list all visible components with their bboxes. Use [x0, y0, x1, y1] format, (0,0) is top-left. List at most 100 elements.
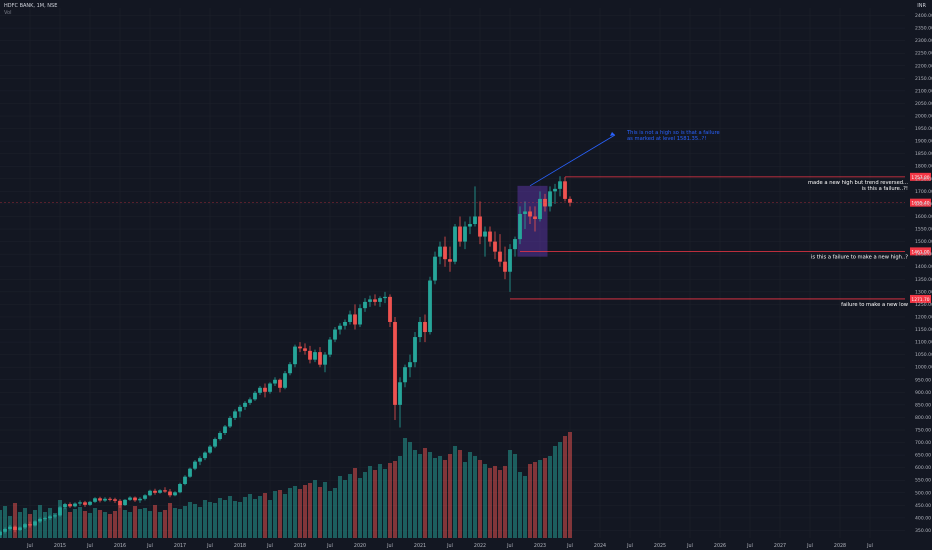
time-tick-label: Jul: [386, 543, 393, 549]
candle-body: [528, 211, 532, 217]
candle-body: [0, 531, 2, 536]
price-tick-label: 700.00: [915, 440, 931, 446]
level-annotation: made a new high but trend reversed...: [808, 180, 908, 186]
candle-body: [243, 402, 247, 407]
candle-body: [88, 501, 92, 505]
price-tick-label: 2200.00: [915, 63, 932, 69]
price-tick-label: 500.00: [915, 490, 931, 496]
volume-bar: [3, 506, 7, 538]
time-tick-label: Jul: [746, 543, 753, 549]
volume-bar: [413, 450, 417, 538]
volume-bar: [373, 470, 377, 538]
time-tick-label: 2024: [594, 543, 606, 549]
candle-body: [128, 497, 132, 500]
time-tick-label: Jul: [686, 543, 693, 549]
candle-body: [13, 526, 17, 530]
candle-body: [283, 373, 287, 388]
time-tick-label: 2021: [414, 543, 426, 549]
annotation-arrowhead: [610, 132, 615, 136]
candle-body: [508, 249, 512, 272]
volume-bar: [53, 513, 57, 538]
candle-body: [318, 352, 322, 365]
volume-bar: [443, 460, 447, 538]
candle-body: [198, 458, 202, 462]
volume-bar: [278, 490, 282, 538]
volume-bar: [113, 511, 117, 538]
candle-body: [303, 348, 307, 351]
level-price-tag-label: 1757.80: [911, 175, 929, 181]
volume-bar: [488, 468, 492, 538]
candle-body: [223, 426, 227, 434]
volume-bar: [338, 476, 342, 538]
volume-bar: [478, 460, 482, 538]
highlight-box: [517, 185, 548, 257]
price-tick-label: 2400.00: [915, 13, 932, 19]
volume-bar: [128, 512, 132, 538]
volume-bar: [158, 512, 162, 538]
candle-body: [98, 498, 102, 501]
candle-body: [193, 461, 197, 469]
volume-bar: [463, 462, 467, 538]
volume-bar: [323, 482, 327, 538]
volume-bar: [298, 489, 302, 538]
volume-bar: [303, 485, 307, 538]
price-tick-label: 550.00: [915, 478, 931, 484]
volume-bar: [98, 510, 102, 538]
candle-body: [368, 299, 372, 302]
candle-body: [328, 339, 332, 355]
time-tick-label: Jul: [506, 543, 513, 549]
price-tick-label: 2350.00: [915, 26, 932, 32]
candle-body: [438, 246, 442, 257]
volume-bar: [213, 503, 217, 538]
candle-body: [108, 498, 112, 500]
volume-bar: [423, 448, 427, 538]
candle-body: [493, 241, 497, 252]
annotation-text: This is not a high so is that a failure: [626, 130, 720, 136]
candle-body: [468, 224, 472, 227]
price-tick-label: 1700.00: [915, 189, 932, 195]
volume-bar: [78, 507, 82, 538]
volume-bar: [438, 456, 442, 538]
volume-bar: [403, 438, 407, 538]
time-tick-label: 2016: [114, 543, 126, 549]
volume-bar: [513, 454, 517, 538]
volume-bar: [198, 507, 202, 538]
candle-body: [3, 528, 7, 532]
price-tick-label: 800.00: [915, 415, 931, 421]
current-price-tag-label: 1655.40: [911, 201, 929, 207]
candle-body: [413, 337, 417, 363]
volume-bar: [418, 454, 422, 538]
volume-bar: [143, 508, 147, 538]
price-tick-label: 400.00: [915, 515, 931, 521]
volume-bar: [548, 456, 552, 538]
candle-body: [38, 518, 42, 522]
candle-body: [398, 382, 402, 405]
price-tick-label: 1400.00: [915, 264, 932, 270]
candle-body: [428, 280, 432, 333]
level-price-tag-label: 1461.00: [911, 249, 929, 255]
candle-body: [208, 446, 212, 453]
candle-body: [373, 299, 377, 302]
volume-bar: [123, 510, 127, 538]
volume-label: Vol: [4, 10, 12, 16]
candle-body: [363, 301, 367, 309]
candle-body: [178, 483, 182, 493]
level-price-tag: [910, 172, 931, 181]
candle-body: [153, 490, 157, 493]
volume-bar: [558, 442, 562, 538]
candle-body: [358, 308, 362, 325]
price-tick-label: 950.00: [915, 377, 931, 383]
volume-bar: [118, 504, 122, 538]
price-tick-label: 1000.00: [915, 365, 932, 371]
candle-body: [548, 191, 552, 207]
price-tick-label: 1100.00: [915, 340, 932, 346]
candle-body: [433, 256, 437, 281]
time-tick-label: Jul: [326, 543, 333, 549]
volume-bar: [168, 503, 172, 538]
time-tick-label: Jul: [866, 543, 873, 549]
volume-bar: [348, 474, 352, 538]
annotation-text: as marked at level 1581.35..?!: [627, 136, 706, 142]
symbol-title: HDFC BANK, 1M, NSE: [4, 3, 58, 9]
price-tick-label: 2000.00: [915, 114, 932, 120]
